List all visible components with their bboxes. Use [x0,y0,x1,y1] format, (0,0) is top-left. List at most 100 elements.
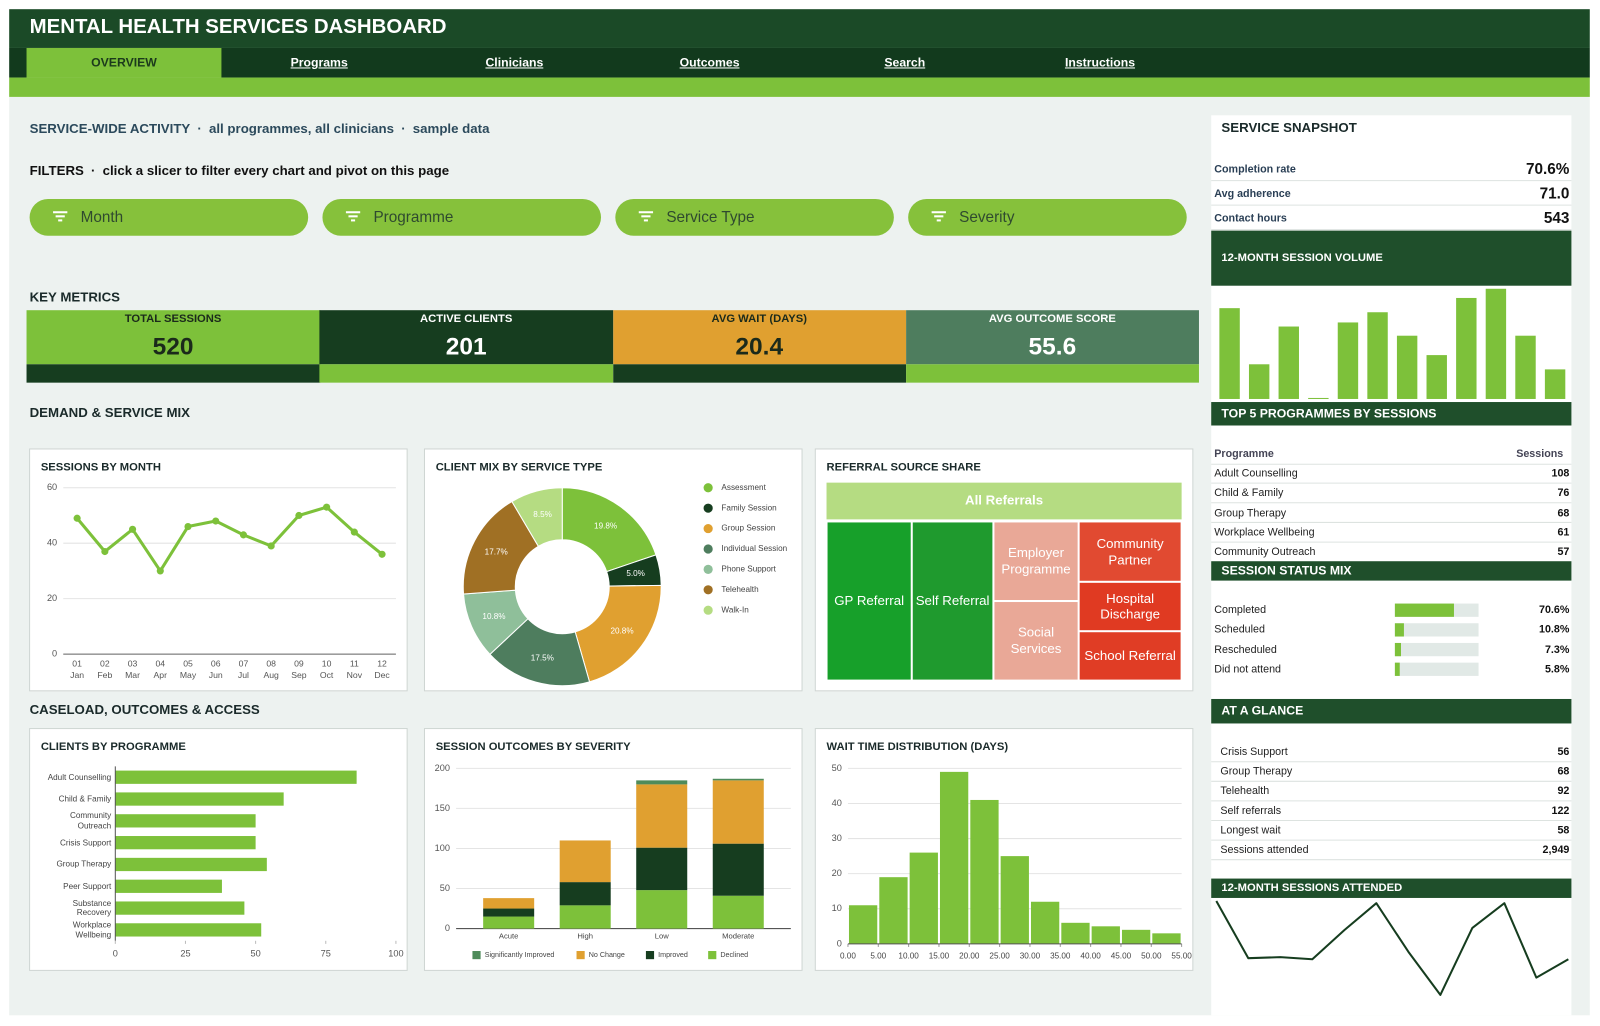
chart-panel [29,448,408,692]
y-tick-label: 40 [47,538,57,548]
snapshot-value: 70.6% [1525,160,1570,178]
snapshot-label: Contact hours [1214,212,1287,225]
glance-value: 92 [1557,785,1570,798]
x-tick-label: 08 [266,659,276,669]
bar-segment [483,908,535,917]
y-tick-label: 150 [435,803,450,813]
slicer-label[interactable]: Programme [373,208,454,226]
chart-header [1211,878,1572,898]
status-value: 5.8% [1544,663,1570,676]
legend-label: Declined [720,951,748,959]
status-label: Completed [1214,604,1267,617]
point [378,550,386,558]
bar [115,879,222,893]
nav-tab[interactable]: Programs [290,55,348,70]
slice-label: 20.8% [610,626,633,635]
progress-bar [1394,662,1400,676]
table-cell: Adult Counselling [1214,467,1298,480]
slicer[interactable] [29,198,309,236]
y-tick-label: 0 [52,648,57,658]
separator: · [91,162,96,179]
y-tick-label: 0 [837,938,842,948]
x-tick-label: 11 [350,659,359,669]
legend-swatch [703,605,713,615]
x-tick-label: 35.00 [1050,951,1071,960]
chart-title: CLIENT MIX BY SERVICE TYPE [436,461,603,473]
x-tick-label: 03 [128,659,138,669]
x-tick-sublabel: Apr [154,670,168,680]
header-bar [9,9,1590,48]
nav-tab[interactable]: Instructions [1064,55,1136,70]
x-tick-label: 0 [113,948,118,958]
x-tick-sublabel: Sep [291,670,307,680]
bar [1219,308,1240,399]
chart-title: CLIENTS BY PROGRAMME [41,741,187,753]
x-tick-sublabel: Jul [238,670,249,680]
panel-header-title: AT A GLANCE [1221,703,1304,718]
point [101,547,109,556]
slicer[interactable] [322,198,602,236]
bar [115,923,262,937]
bar-segment [483,916,535,929]
x-tick-label: 04 [155,659,165,669]
x-tick-sublabel: Nov [347,670,363,680]
chart-title: 12-MONTH SESSION VOLUME [1221,252,1383,264]
x-tick-label: 07 [239,659,249,669]
treemap-tile [994,522,1078,600]
x-tick-label: 20.00 [959,951,980,960]
bar [1456,297,1477,399]
x-tick-label: 40.00 [1080,951,1101,960]
treemap-tile [912,522,993,680]
point [73,514,81,522]
treemap-root [826,482,1182,520]
filters-line: FILTERS · click a slicer to filter every c… [30,163,449,178]
point [212,517,220,525]
chart-title: SESSIONS BY MONTH [41,461,161,473]
bar [1485,288,1507,399]
tile-label: GP Referral [834,593,905,609]
metric-card [26,310,320,365]
slice-label: 19.8% [594,521,617,530]
y-tick-label: Crisis Support [59,837,112,848]
y-tick-label: 10 [832,903,842,913]
legend-swatch [703,523,713,534]
slicer[interactable] [908,198,1187,236]
nav-tab[interactable]: Search [884,55,926,70]
panel-title: SERVICE SNAPSHOT [1221,119,1357,136]
bar-segment [483,898,535,909]
x-tick-label: 12 [377,659,387,669]
glance-value: 58 [1557,824,1570,837]
y-tick-label: 100 [435,843,450,853]
bar-segment [636,847,688,891]
slicer-label[interactable]: Severity [959,208,1015,226]
metric-strip [26,364,320,383]
slicer-label[interactable]: Month [80,208,124,226]
metric-value: 55.6 [1028,332,1077,361]
glance-value: 68 [1557,765,1570,778]
nav-tab[interactable]: Outcomes [679,55,740,70]
section-heading: DEMAND & SERVICE MIX [29,404,191,420]
active-tab[interactable] [26,47,222,78]
chart-title: REFERRAL SOURCE SHARE [827,461,982,473]
filters-hint: click a slicer to filter every chart and… [102,162,450,179]
x-tick-sublabel: Dec [374,670,390,680]
slice-label: 17.5% [531,654,554,663]
table-cell: 61 [1557,526,1570,539]
legend-swatch [708,951,717,960]
glance-value: 56 [1557,745,1570,759]
legend-label: Assessment [721,483,766,492]
bar-segment [636,890,688,929]
point [350,528,358,536]
y-tick-label: Group Therapy [56,859,112,869]
bar [115,901,245,915]
nav-tab[interactable]: OVERVIEW [91,55,157,70]
legend-label: Group Session [721,524,775,533]
tile-label: Social Services [1010,624,1062,657]
nav-tab[interactable]: Clinicians [485,55,544,70]
slicer-label[interactable]: Service Type [666,208,755,226]
tile-label: Employer Programme [1001,545,1071,577]
table-header: Programme [1214,447,1274,461]
bar [1337,322,1359,399]
slicer[interactable] [615,198,894,236]
